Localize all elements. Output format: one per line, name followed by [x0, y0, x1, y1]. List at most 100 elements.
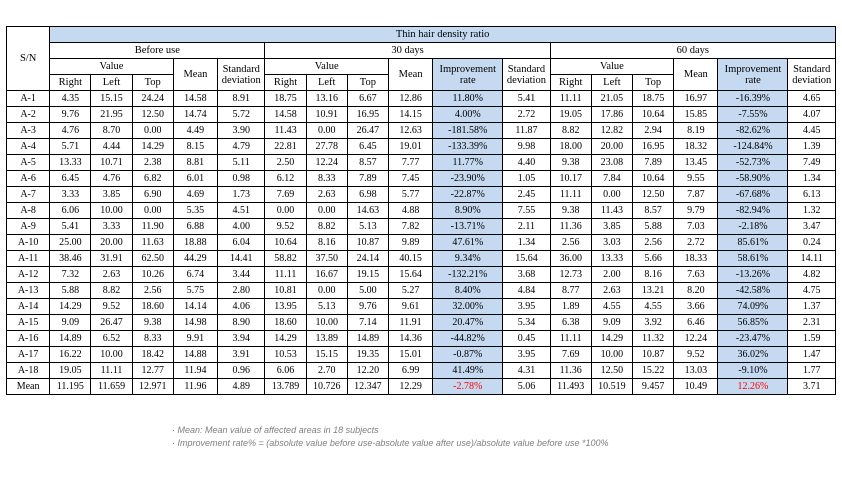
improvement-rate-cell: 11.77%	[432, 154, 504, 171]
table-cell: 1.89	[549, 298, 592, 315]
table-row: A-10 25.00 20.00 11.63 18.88 6.04 10.64 8.16 10.…	[5, 234, 836, 251]
table-cell: 3.03	[590, 234, 634, 251]
top-header: Top	[131, 74, 174, 91]
row-label: A-5	[5, 154, 51, 171]
table-cell: 9.52	[673, 346, 719, 363]
table-cell: 9.52	[264, 218, 307, 235]
table-cell: 18.60	[264, 314, 307, 331]
std-header-before: Standard deviation	[217, 58, 266, 91]
table-cell: 12.86	[387, 90, 434, 107]
table-cell: 11.493	[549, 378, 592, 395]
table-cell: 13.789	[264, 378, 307, 395]
table-cell: 8.91	[217, 90, 266, 107]
table-cell: 6.01	[172, 170, 219, 187]
table-cell: 13.21	[631, 282, 675, 299]
table-cell: 8.82	[549, 122, 592, 139]
row-label: A-11	[5, 250, 51, 267]
table-cell: 4.79	[217, 138, 266, 155]
row-label: A-7	[5, 186, 51, 203]
improvement-rate-cell: -23.47%	[717, 330, 789, 347]
row-label: A-13	[5, 282, 51, 299]
table-cell: 11.195	[49, 378, 92, 395]
table-cell: 10.87	[631, 346, 675, 363]
improvement-rate-cell: -0.87%	[432, 346, 504, 363]
table-cell: 0.00	[590, 186, 634, 203]
table-cell: 11.87	[502, 122, 551, 139]
table-row: A-7 3.33 3.85 6.90 4.69 1.73 7.69 2.63 6.98 5.77-…	[5, 186, 836, 203]
table-cell: 16.97	[673, 90, 719, 107]
table-cell: 8.57	[346, 154, 389, 171]
row-label: A-8	[5, 202, 51, 219]
table-row: A-11 38.46 31.91 62.50 44.29 14.41 58.82 37.50 2…	[5, 250, 836, 267]
imp-label-line1: Improvement	[724, 63, 782, 75]
table-cell: 6.90	[131, 186, 174, 203]
table-cell: 9.38	[549, 202, 592, 219]
table-cell: 4.65	[787, 90, 836, 107]
table-cell: 24.14	[346, 250, 389, 267]
table-cell: 8.15	[172, 138, 219, 155]
table-cell: 6.45	[49, 170, 92, 187]
table-cell: 19.01	[387, 138, 434, 155]
table-cell: 3.33	[90, 218, 133, 235]
table-cell: 1.59	[787, 330, 836, 347]
table-cell: 1.05	[502, 170, 551, 187]
improvement-rate-cell: 41.49%	[432, 362, 504, 379]
improvement-rate-cell: -181.58%	[432, 122, 504, 139]
table-row: A-5 13.33 10.71 2.38 8.81 5.11 2.50 12.24 8.57 7.…	[5, 154, 836, 171]
table-cell: 10.91	[305, 106, 348, 123]
table-cell: 14.98	[172, 314, 219, 331]
table-cell: 9.76	[346, 298, 389, 315]
table-cell: 9.98	[502, 138, 551, 155]
table-cell: 13.16	[305, 90, 348, 107]
table-cell: 10.00	[90, 202, 133, 219]
row-label: A-16	[5, 330, 51, 347]
table-cell: 9.91	[172, 330, 219, 347]
table-cell: 10.519	[590, 378, 634, 395]
table-cell: 9.38	[549, 154, 592, 171]
table-cell: 6.06	[264, 362, 307, 379]
table-cell: 10.71	[90, 154, 133, 171]
std-label-line1: Standard	[222, 63, 260, 75]
row-label: A-15	[5, 314, 51, 331]
table-cell: 6.12	[264, 170, 307, 187]
row-label: A-9	[5, 218, 51, 235]
table-cell: 6.13	[787, 186, 836, 203]
improvement-rate-cell: -67.68%	[717, 186, 789, 203]
improvement-rate-cell: 47.61%	[432, 234, 504, 251]
table-cell: 6.82	[131, 170, 174, 187]
table-cell: 14.29	[590, 330, 634, 347]
table-cell: 10.87	[346, 234, 389, 251]
table-cell: 9.52	[90, 298, 133, 315]
table-cell: 4.84	[502, 282, 551, 299]
table-cell: 12.50	[131, 106, 174, 123]
table-cell: 9.61	[387, 298, 434, 315]
std-header-30: Standard deviation	[502, 58, 551, 91]
table-cell: 8.70	[90, 122, 133, 139]
table-cell: 14.29	[131, 138, 174, 155]
table-cell: 3.95	[502, 346, 551, 363]
table-cell: 4.55	[590, 298, 634, 315]
table-cell: 44.29	[172, 250, 219, 267]
table-cell: 11.11	[264, 266, 307, 283]
improvement-rate-cell: -58.90%	[717, 170, 789, 187]
improvement-rate-cell: 56.85%	[717, 314, 789, 331]
std-label-line2: deviation	[506, 74, 546, 86]
table-cell: 12.29	[387, 378, 434, 395]
table-cell: 20.00	[590, 138, 634, 155]
table-cell: 19.15	[346, 266, 389, 283]
table-cell: 12.73	[549, 266, 592, 283]
table-cell: 37.50	[305, 250, 348, 267]
table-cell: 5.13	[346, 218, 389, 235]
table-cell: 1.47	[787, 346, 836, 363]
table-body: A-1 4.35 15.15 24.24 14.58 8.91 18.75 13.16 6.67…	[5, 90, 836, 395]
table-cell: 12.50	[590, 362, 634, 379]
table-cell: 2.63	[305, 186, 348, 203]
improvement-rate-cell: 74.09%	[717, 298, 789, 315]
table-cell: 1.39	[787, 138, 836, 155]
row-label: A-17	[5, 346, 51, 363]
table-cell: 3.85	[590, 218, 634, 235]
improvement-rate-cell: -82.62%	[717, 122, 789, 139]
table-cell: 10.17	[549, 170, 592, 187]
table-row: A-12 7.32 2.63 10.26 6.74 3.44 11.11 16.67 19.15…	[5, 266, 836, 283]
top-header: Top	[346, 74, 389, 91]
